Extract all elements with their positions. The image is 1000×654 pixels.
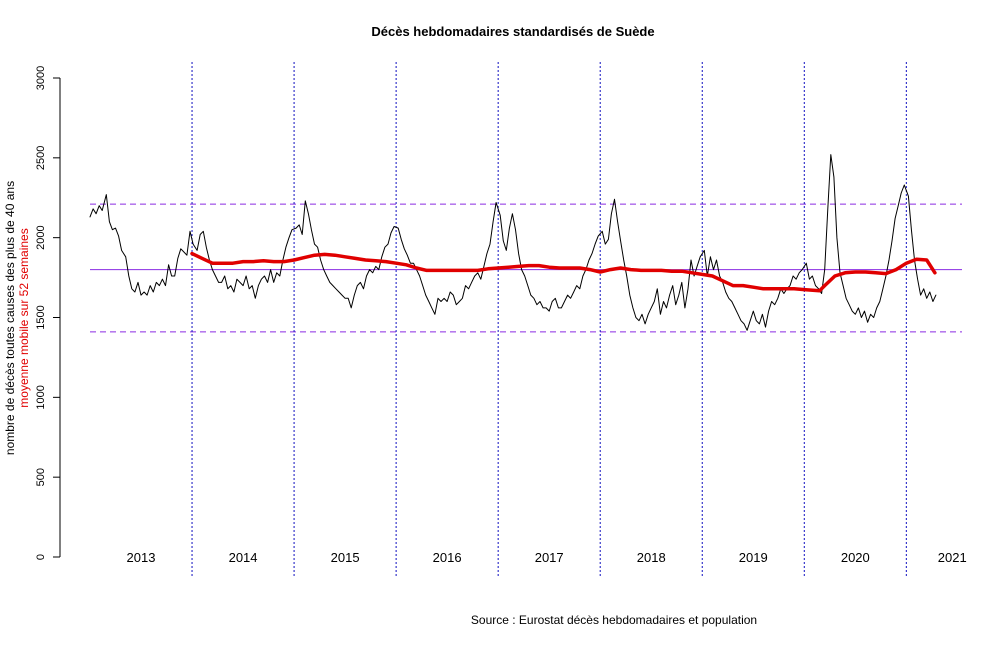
y-axis-label-secondary: moyenne mobile sur 52 semaines	[17, 228, 31, 407]
year-labels: 2013 2014 2015 2016 2017 2018 2019 2020 2021	[127, 550, 967, 565]
y-tick-label: 2000	[35, 225, 47, 249]
year-label: 2021	[938, 550, 967, 565]
y-axis: 0 500 1000 1500 2000 2500 3000	[35, 66, 61, 560]
year-label: 2018	[637, 550, 666, 565]
chart-title: Décès hebdomadaires standardisés de Suèd…	[371, 24, 654, 39]
year-label: 2020	[841, 550, 870, 565]
y-tick-label: 1000	[35, 385, 47, 409]
year-boundaries	[191, 62, 907, 577]
year-label: 2016	[433, 550, 462, 565]
moving-average-line	[190, 251, 937, 293]
year-label: 2015	[331, 550, 360, 565]
reference-lines	[90, 203, 962, 333]
y-axis-label-primary: nombre de décès toutes causes des plus d…	[3, 181, 17, 455]
y-tick-label: 500	[35, 468, 47, 486]
year-label: 2017	[535, 550, 564, 565]
y-tick-label: 0	[35, 554, 47, 560]
series-layer	[89, 154, 937, 331]
y-tick-label: 3000	[35, 66, 47, 90]
y-tick-label: 2500	[35, 146, 47, 170]
year-label: 2013	[127, 550, 156, 565]
y-tick-label: 1500	[35, 305, 47, 329]
year-label: 2014	[229, 550, 258, 565]
weekly-deaths-line	[89, 154, 937, 331]
year-label: 2019	[739, 550, 768, 565]
source-note: Source : Eurostat décès hebdomadaires et…	[471, 613, 757, 627]
